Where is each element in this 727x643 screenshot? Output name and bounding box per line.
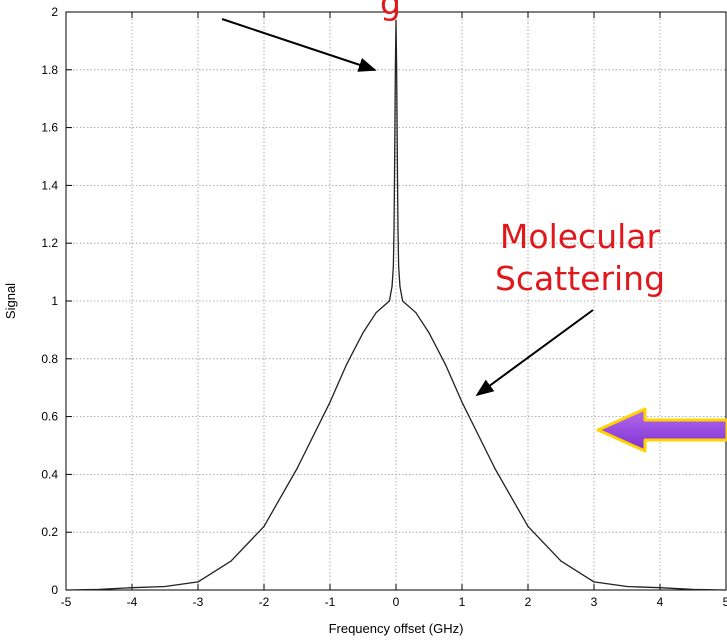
data-point xyxy=(345,363,348,366)
annotation-line-1: Molecular xyxy=(500,217,661,256)
axis-ticks xyxy=(65,11,727,591)
data-point xyxy=(692,588,694,591)
data-point xyxy=(659,587,661,589)
data-point xyxy=(461,401,463,403)
annotation-line-2: Scattering xyxy=(495,259,665,298)
x-tick-label: 5 xyxy=(723,595,727,609)
data-point xyxy=(397,228,399,230)
y-tick-label: 1.8 xyxy=(41,63,58,77)
x-axis-label: Frequency offset (GHz) xyxy=(329,621,464,636)
data-point xyxy=(263,525,265,528)
data-point xyxy=(392,265,394,267)
series-line xyxy=(65,20,727,591)
data-point xyxy=(65,589,67,591)
y-tick-label: 2 xyxy=(51,5,58,19)
data-point xyxy=(398,265,400,267)
top-label-fragment: g xyxy=(380,0,401,22)
y-tick-label: 1.2 xyxy=(41,236,58,250)
data-point xyxy=(394,69,396,71)
y-axis-label: Signal xyxy=(3,283,18,319)
data-point xyxy=(527,525,529,528)
data-point xyxy=(394,155,396,158)
x-tick-label: 1 xyxy=(459,595,466,609)
molecular-arrow xyxy=(475,309,594,397)
data-point xyxy=(131,587,133,589)
data-point xyxy=(396,155,398,158)
series-layer xyxy=(65,20,727,591)
y-tick-label: 0.4 xyxy=(41,467,58,481)
data-point xyxy=(444,363,447,366)
y-tick-label: 0.2 xyxy=(41,525,58,539)
data-point xyxy=(402,300,404,302)
y-tick-label: 0 xyxy=(51,583,58,597)
data-point xyxy=(296,468,298,470)
data-point xyxy=(395,20,397,22)
x-tick-label: -2 xyxy=(259,595,270,609)
y-tick-label: 1 xyxy=(51,294,58,308)
data-point xyxy=(725,589,727,591)
y-tick-label: 1.6 xyxy=(41,121,58,135)
x-tick-label: 0 xyxy=(393,595,400,609)
peak-arrow xyxy=(221,18,377,72)
x-tick-label: 2 xyxy=(525,595,532,609)
data-point xyxy=(415,311,417,314)
data-point xyxy=(197,581,199,583)
y-tick-label: 0.8 xyxy=(41,352,58,366)
x-tick-label: -4 xyxy=(127,595,138,609)
data-point xyxy=(375,311,377,314)
data-point xyxy=(593,581,595,583)
data-point xyxy=(391,285,393,288)
data-point xyxy=(428,332,430,334)
data-point xyxy=(393,228,395,230)
data-point xyxy=(560,560,562,562)
data-point xyxy=(626,585,628,588)
data-point xyxy=(388,300,390,302)
purple-arrow-icon xyxy=(596,407,727,453)
data-point xyxy=(494,468,496,470)
data-point xyxy=(230,560,232,562)
data-point xyxy=(362,332,364,334)
data-point xyxy=(396,69,398,71)
y-tick-labels: 0 0.2 0.4 0.6 0.8 1 1.2 1.4 1.6 1.8 2 xyxy=(41,5,58,597)
x-tick-label: -3 xyxy=(193,595,204,609)
x-tick-label: -5 xyxy=(61,595,72,609)
x-tick-label: -1 xyxy=(325,595,336,609)
data-point xyxy=(98,588,100,591)
x-tick-label: 3 xyxy=(591,595,598,609)
data-point xyxy=(164,585,166,588)
y-tick-label: 0.6 xyxy=(41,410,58,424)
data-point xyxy=(329,401,331,403)
data-point xyxy=(399,285,401,288)
x-tick-label: 4 xyxy=(657,595,664,609)
y-tick-label: 1.4 xyxy=(41,178,58,192)
x-tick-labels: -5 -4 -3 -2 -1 0 1 2 3 4 5 xyxy=(61,595,727,609)
grid-lines xyxy=(66,12,726,590)
